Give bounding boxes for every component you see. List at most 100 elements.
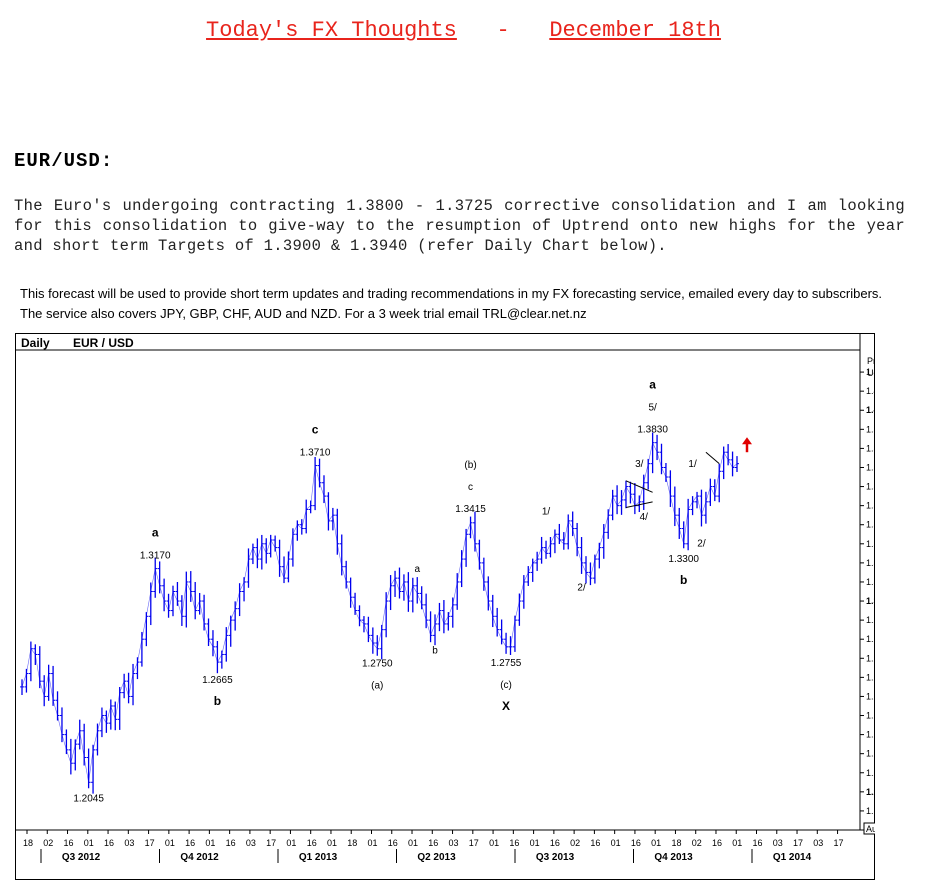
y-tick-label: 1.35	[866, 501, 875, 511]
quarter-label: Q1 2014	[773, 852, 812, 863]
x-tick-label: 01	[408, 838, 418, 848]
x-tick-label: 16	[550, 838, 560, 848]
quarter-label: Q4 2013	[654, 852, 693, 863]
wave-label: a	[414, 564, 420, 575]
x-tick-label: 03	[246, 838, 256, 848]
y-tick-label: 1.24	[866, 711, 875, 721]
x-tick-label: 16	[712, 838, 722, 848]
x-tick-label: 16	[509, 838, 519, 848]
y-tick-label: 1.2	[866, 787, 875, 797]
x-tick-label: 01	[530, 838, 540, 848]
page-title: Today's FX Thoughts - December 18th	[0, 18, 927, 43]
x-tick-label: 18	[671, 838, 681, 848]
chart-frame	[15, 333, 875, 880]
y-tick-label: 1.41	[866, 386, 875, 396]
x-tick-label: 01	[286, 838, 296, 848]
x-tick-label: 02	[570, 838, 580, 848]
wave-label: 4/	[640, 512, 649, 523]
x-tick-label: 16	[64, 838, 74, 848]
price-line	[21, 441, 738, 783]
wave-annotations: 1.2045 a 1.3170 1.2665 b c 1.3710 1.2750 (a) a b (b…	[73, 378, 706, 805]
wave-label: c	[468, 482, 473, 493]
y-tick-label: 1.36	[866, 482, 875, 492]
wave-label: 1.3170	[140, 551, 171, 562]
pattern-trendline	[625, 480, 653, 493]
analysis-paragraph: The Euro's undergoing contracting 1.3800…	[14, 197, 905, 255]
pattern-trendline	[705, 451, 720, 465]
auto-scale-label: Auto	[866, 824, 875, 834]
wave-label: 1.3300	[668, 554, 699, 565]
x-tick-label: 01	[205, 838, 215, 848]
wave-label: 3/	[635, 459, 644, 470]
wave-label: 2/	[697, 539, 706, 550]
title-left: Today's FX Thoughts	[206, 18, 457, 43]
y-tick-label: 1.4	[866, 405, 875, 415]
x-axis-ticks: 18 02 16 01 16 03 17 01 16 01 16 03 17 01 16 01 18 01 16 01…	[23, 830, 844, 863]
y-tick-label: 1.34	[866, 520, 875, 530]
y-tick-label: 1.3	[866, 596, 875, 606]
x-tick-label: 17	[793, 838, 803, 848]
wave-label: 1.3830	[637, 425, 668, 436]
chart-title: EUR / USD	[73, 336, 134, 350]
x-tick-label: 01	[651, 838, 661, 848]
x-tick-label: 02	[43, 838, 53, 848]
wave-label: b	[432, 645, 438, 656]
quarter-label: Q3 2013	[536, 852, 575, 863]
x-tick-label: 03	[773, 838, 783, 848]
wave-label: a	[649, 378, 656, 392]
wave-label: 1.3710	[300, 448, 331, 459]
y-axis-ticks: 1.42 1.41 1.4 1.39 1.38 1.37 1.36 1.35 1.34 1.33 1…	[860, 367, 884, 816]
wave-label: 1.2665	[202, 675, 233, 686]
x-tick-label: 03	[813, 838, 823, 848]
x-tick-label: 02	[692, 838, 702, 848]
up-arrow-icon	[742, 437, 752, 445]
y-tick-label: 1.39	[866, 424, 875, 434]
x-tick-label: 16	[104, 838, 114, 848]
y-axis-label-line1: Price	[867, 356, 875, 366]
x-tick-label: 16	[753, 838, 763, 848]
wave-label: 1.2755	[491, 658, 522, 669]
x-tick-label: 16	[428, 838, 438, 848]
title-right: December 18th	[549, 18, 721, 43]
y-tick-label: 1.19	[866, 806, 875, 816]
price-series	[20, 432, 739, 794]
wave-label: 1/	[542, 507, 551, 518]
title-separator: -	[496, 18, 510, 43]
x-tick-label: 01	[84, 838, 94, 848]
service-note: This forecast will be used to provide sh…	[20, 286, 883, 321]
wave-label: X	[502, 699, 510, 713]
x-tick-label: 01	[165, 838, 175, 848]
x-tick-label: 18	[347, 838, 357, 848]
y-tick-label: 1.42	[866, 367, 875, 377]
wave-label: (c)	[500, 680, 512, 691]
x-tick-label: 16	[226, 838, 236, 848]
y-tick-label: 1.23	[866, 730, 875, 740]
quarter-label: Q3 2012	[62, 852, 101, 863]
chart-timeframe: Daily	[21, 336, 50, 350]
y-tick-label: 1.32	[866, 558, 875, 568]
wave-label: 1/	[688, 459, 697, 470]
y-tick-label: 1.37	[866, 462, 875, 472]
wave-label: 1.2750	[362, 659, 393, 670]
quarter-label: Q1 2013	[299, 852, 338, 863]
y-tick-label: 1.31	[866, 577, 875, 587]
y-tick-label: 1.33	[866, 539, 875, 549]
x-tick-label: 03	[449, 838, 459, 848]
y-tick-label: 1.21	[866, 768, 875, 778]
wave-label: 2/	[577, 582, 586, 593]
x-tick-label: 18	[23, 838, 33, 848]
x-tick-label: 01	[611, 838, 621, 848]
wave-label: 1.2045	[73, 793, 104, 804]
y-tick-label: 1.38	[866, 443, 875, 453]
chart-container: Daily EUR / USD Price USD 1.421.411.41.3…	[15, 333, 888, 880]
wave-label: c	[312, 423, 319, 437]
y-tick-label: 1.25	[866, 691, 875, 701]
wave-label: b	[680, 573, 687, 587]
x-tick-label: 17	[834, 838, 844, 848]
x-tick-label: 03	[124, 838, 134, 848]
y-tick-label: 1.22	[866, 749, 875, 759]
x-tick-label: 16	[631, 838, 641, 848]
x-tick-label: 01	[327, 838, 337, 848]
section-heading: EUR/USD:	[14, 150, 114, 172]
x-tick-label: 01	[732, 838, 742, 848]
